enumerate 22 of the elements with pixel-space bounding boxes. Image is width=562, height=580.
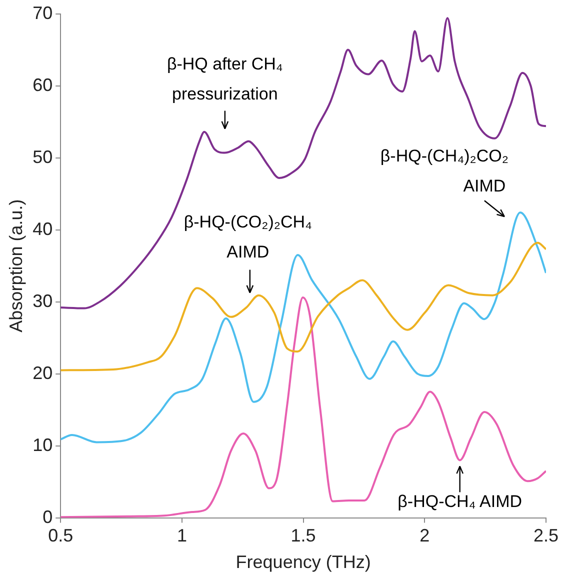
y-tick-label: 20 <box>32 362 53 383</box>
x-axis-title: Frequency (THz) <box>236 552 371 572</box>
annotation: β-HQ after CH₄ pressurization <box>166 54 283 104</box>
y-tick-label: 50 <box>32 146 53 167</box>
y-tick-label: 0 <box>42 506 53 527</box>
line-series <box>60 212 546 444</box>
x-tick-label: 0.5 <box>48 526 74 546</box>
y-tick-label: 40 <box>32 218 53 239</box>
y-tick-label: 70 <box>32 2 53 23</box>
annotation: β-HQ-(CH₄)₂CO₂ AIMD <box>380 146 509 196</box>
x-tick-label: 1.5 <box>290 526 316 546</box>
x-tick-label: 2.5 <box>533 526 559 546</box>
y-tick-label: 30 <box>32 290 53 311</box>
annotation: β-HQ-(CO₂)₂CH₄ AIMD <box>184 212 312 262</box>
y-tick-label: 10 <box>32 434 53 455</box>
x-tick-label: 2 <box>420 526 430 546</box>
line-series <box>60 17 546 310</box>
x-tick-label: 1 <box>176 526 187 546</box>
line-series <box>60 242 546 372</box>
y-tick-label: 60 <box>32 74 53 95</box>
y-axis-title: Absorption (a.u.) <box>6 199 26 332</box>
annotation: β-HQ-CH₄ AIMD <box>398 492 522 511</box>
